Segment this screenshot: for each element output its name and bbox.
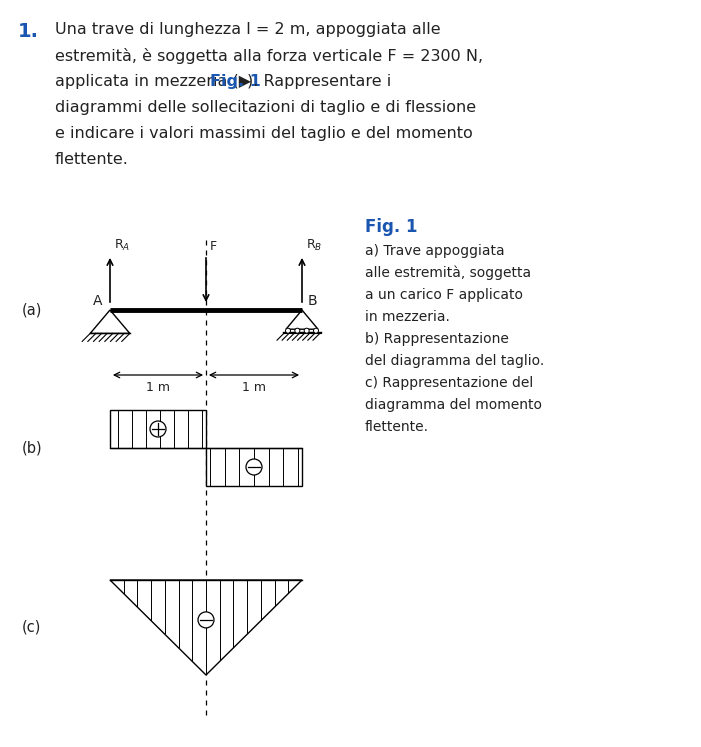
Text: R$_A$: R$_A$ — [114, 238, 130, 253]
Text: R$_B$: R$_B$ — [306, 238, 322, 253]
Text: 1.: 1. — [18, 22, 39, 41]
Text: Fig. 1: Fig. 1 — [210, 74, 261, 89]
Text: 1 m: 1 m — [242, 381, 266, 394]
Text: a) Trave appoggiata: a) Trave appoggiata — [365, 244, 505, 258]
Text: applicata in mezzeria (▶: applicata in mezzeria (▶ — [55, 74, 256, 89]
Text: B: B — [308, 294, 318, 308]
Polygon shape — [90, 310, 130, 333]
Text: del diagramma del taglio.: del diagramma del taglio. — [365, 354, 544, 368]
Text: F: F — [210, 240, 217, 253]
Polygon shape — [286, 310, 318, 329]
Bar — [206, 448, 302, 486]
Text: flettente.: flettente. — [55, 152, 129, 167]
Circle shape — [150, 421, 166, 437]
Text: e indicare i valori massimi del taglio e del momento: e indicare i valori massimi del taglio e… — [55, 126, 472, 141]
Text: ). Rappresentare i: ). Rappresentare i — [247, 74, 391, 89]
Text: flettente.: flettente. — [365, 420, 429, 434]
Text: in mezzeria.: in mezzeria. — [365, 310, 450, 324]
Text: estremità, è soggetta alla forza verticale F = 2300 N,: estremità, è soggetta alla forza vertica… — [55, 48, 483, 64]
Text: a un carico F applicato: a un carico F applicato — [365, 288, 523, 302]
Circle shape — [313, 328, 318, 333]
Text: 1 m: 1 m — [146, 381, 170, 394]
Text: alle estremità, soggetta: alle estremità, soggetta — [365, 266, 531, 281]
Circle shape — [295, 328, 300, 333]
Text: (c): (c) — [22, 619, 41, 634]
Text: A: A — [93, 294, 102, 308]
Text: Fig. 1: Fig. 1 — [365, 218, 418, 236]
Bar — [110, 410, 206, 448]
Circle shape — [198, 612, 214, 628]
Text: (b): (b) — [22, 441, 43, 456]
Text: c) Rappresentazione del: c) Rappresentazione del — [365, 376, 533, 390]
Text: (a): (a) — [22, 303, 42, 317]
Circle shape — [246, 459, 262, 475]
Text: diagrammi delle sollecitazioni di taglio e di flessione: diagrammi delle sollecitazioni di taglio… — [55, 100, 476, 115]
Text: Una trave di lunghezza l = 2 m, appoggiata alle: Una trave di lunghezza l = 2 m, appoggia… — [55, 22, 441, 37]
Polygon shape — [110, 580, 302, 675]
Text: diagramma del momento: diagramma del momento — [365, 398, 542, 412]
Circle shape — [285, 328, 290, 333]
Circle shape — [304, 328, 309, 333]
Text: b) Rappresentazione: b) Rappresentazione — [365, 332, 509, 346]
